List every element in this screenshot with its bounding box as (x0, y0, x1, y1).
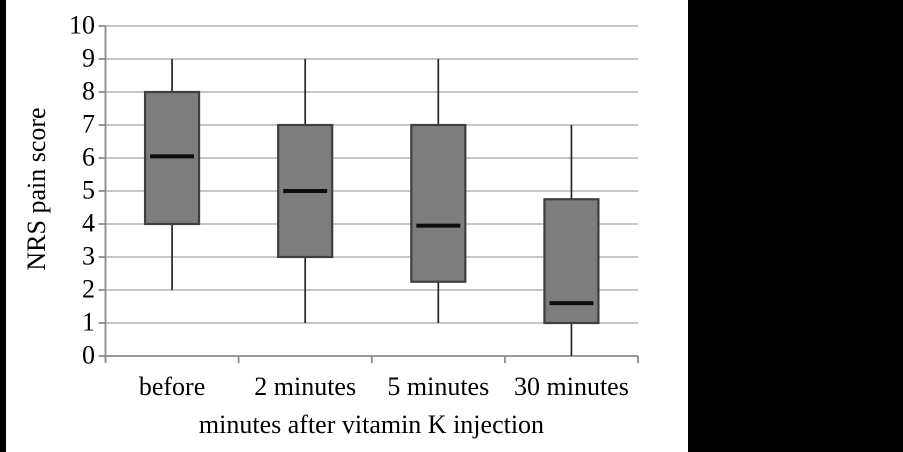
boxplot-chart (98, 25, 639, 363)
y-tick-label: 9 (82, 43, 95, 73)
right-black-panel (688, 0, 903, 452)
y-tick-label: 4 (82, 208, 95, 238)
y-tick-label: 10 (69, 10, 95, 40)
y-tick-label: 7 (82, 109, 95, 139)
y-tick-label: 8 (82, 76, 95, 106)
left-edge-bar (0, 0, 6, 452)
median-line (416, 223, 461, 228)
y-tick-label: 5 (82, 175, 95, 205)
y-tick-label: 0 (82, 340, 95, 370)
box (410, 123, 467, 283)
x-category-label: 5 minutes (387, 372, 490, 401)
x-category-label: 30 minutes (514, 372, 629, 401)
median-line (150, 154, 195, 159)
y-tick-label: 1 (82, 307, 95, 337)
y-tick-label: 6 (82, 142, 95, 172)
x-axis-title: minutes after vitamin K injection (198, 410, 545, 439)
x-category-label: 2 minutes (254, 372, 357, 401)
y-tick-label: 2 (82, 274, 95, 304)
median-line (283, 189, 328, 193)
y-tick-label: 3 (82, 241, 95, 271)
x-category-label: before (138, 372, 206, 401)
median-line (549, 301, 594, 306)
